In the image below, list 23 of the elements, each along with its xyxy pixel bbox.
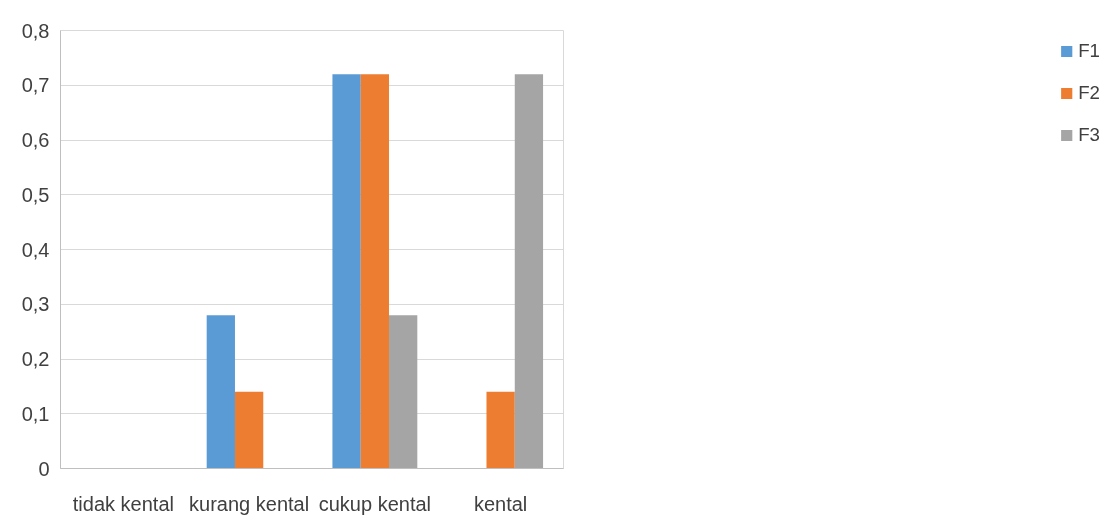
- y-tick-label: 0,5: [21, 183, 50, 206]
- bar: [332, 74, 361, 469]
- bar: [234, 391, 264, 469]
- bar: [360, 74, 390, 469]
- bar: [486, 391, 515, 469]
- y-tick-label: 0,6: [21, 129, 50, 151]
- y-tick-label: 0,2: [21, 348, 50, 370]
- legend-label: F3: [1078, 124, 1100, 146]
- bar: [514, 74, 544, 469]
- bar: [389, 315, 418, 469]
- legend-label: F2: [1078, 82, 1100, 104]
- y-tick-label: 0,8: [21, 19, 50, 42]
- x-tick-label: kurang kental: [189, 492, 310, 515]
- y-tick-label: 0,4: [21, 238, 50, 261]
- y-tick-label: 0,1: [21, 402, 50, 425]
- y-tick-label: 0,7: [21, 74, 50, 97]
- bar: [206, 315, 235, 469]
- x-tick-label: kental: [473, 492, 528, 515]
- legend-label: F1: [1078, 40, 1100, 62]
- x-tick-label: tidak kental: [72, 492, 174, 515]
- x-tick-label: cukup kental: [318, 492, 432, 515]
- y-tick-label: 0,3: [21, 293, 50, 316]
- y-tick-label: 0: [38, 457, 50, 480]
